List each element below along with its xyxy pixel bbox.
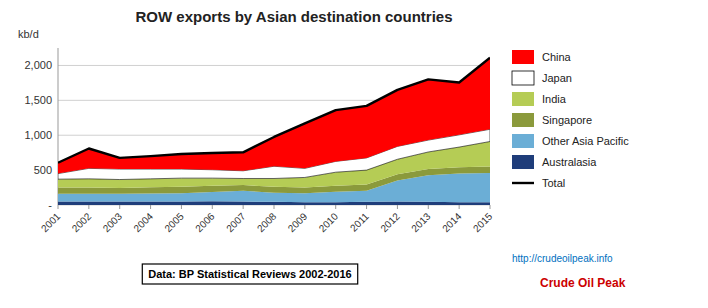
legend-label: Australasia: [542, 156, 597, 168]
title: ROW exports by Asian destination countri…: [136, 8, 453, 25]
legend-swatch: [512, 71, 534, 85]
legend-swatch: [512, 50, 534, 64]
x-tick-label: 2003: [101, 210, 125, 234]
x-tick: [304, 205, 305, 209]
grid-line: [58, 65, 490, 66]
area: [58, 58, 490, 174]
x-tick: [335, 205, 336, 209]
x-tick: [428, 205, 429, 209]
legend-label: China: [542, 51, 572, 63]
y-tick-label: -: [48, 199, 52, 211]
x-tick-label: 2001: [39, 210, 63, 234]
x-tick-label: 2015: [471, 210, 495, 234]
x-tick: [150, 205, 151, 209]
legend-swatch: [512, 113, 534, 127]
x-tick: [274, 205, 275, 209]
legend-swatch: [512, 92, 534, 106]
url-label: Crude Oil Peak: [540, 276, 626, 290]
x-tick: [58, 205, 59, 209]
x-tick-label: 2008: [255, 210, 279, 234]
x-tick-label: 2010: [317, 210, 341, 234]
y-axis-label: kb/d: [18, 28, 39, 40]
x-tick-label: 2006: [193, 210, 217, 234]
x-tick: [366, 205, 367, 209]
x-tick: [490, 205, 491, 209]
x-tick: [243, 205, 244, 209]
x-tick-label: 2009: [286, 210, 310, 234]
x-tick: [181, 205, 182, 209]
chart: ROW exports by Asian destination countri…: [0, 0, 708, 308]
x-tick-label: 2014: [440, 210, 464, 234]
legend-label: India: [542, 93, 567, 105]
x-tick-label: 2007: [224, 210, 248, 234]
annotation: Data: BP Statistical Reviews 2002-2016: [148, 268, 351, 280]
y-tick-label: 1,000: [24, 129, 52, 141]
x-tick-label: 2013: [409, 210, 433, 234]
x-tick-label: 2011: [348, 210, 371, 233]
legend-label: Total: [542, 177, 565, 189]
source-note: Data: BP Statistical Reviews 2002-2016: [142, 264, 357, 284]
x-tick: [88, 205, 89, 209]
x-tick: [212, 205, 213, 209]
legend-label: Singapore: [542, 114, 592, 126]
x-tick-label: 2004: [131, 210, 155, 234]
y-tick-label: 1,500: [24, 94, 52, 106]
x-tick-label: 2002: [70, 210, 94, 234]
x-axis: 2001 2002 20032004 2005 2006 2007 2008 2009 2010…: [39, 205, 495, 234]
x-tick: [459, 205, 460, 209]
legend-label: Other Asia Pacific: [542, 135, 629, 147]
legend: China Japan India Singapore Other Asia Pacif…: [512, 50, 629, 189]
legend-swatch: [512, 155, 534, 169]
total-line: [58, 58, 490, 163]
x-tick-label: 2012: [378, 210, 402, 234]
y-tick-label: 2,000: [24, 59, 52, 71]
annotation-box: [142, 264, 357, 284]
url: http://crudeoilpeak.info: [512, 253, 613, 264]
y-tick-label: 500: [34, 164, 52, 176]
x-tick: [119, 205, 120, 209]
legend-label: Japan: [542, 72, 572, 84]
legend-swatch: [512, 134, 534, 148]
plot-area: [58, 58, 490, 205]
x-tick-label: 2005: [162, 210, 186, 234]
x-tick: [397, 205, 398, 209]
legend-swatch: [512, 182, 534, 184]
